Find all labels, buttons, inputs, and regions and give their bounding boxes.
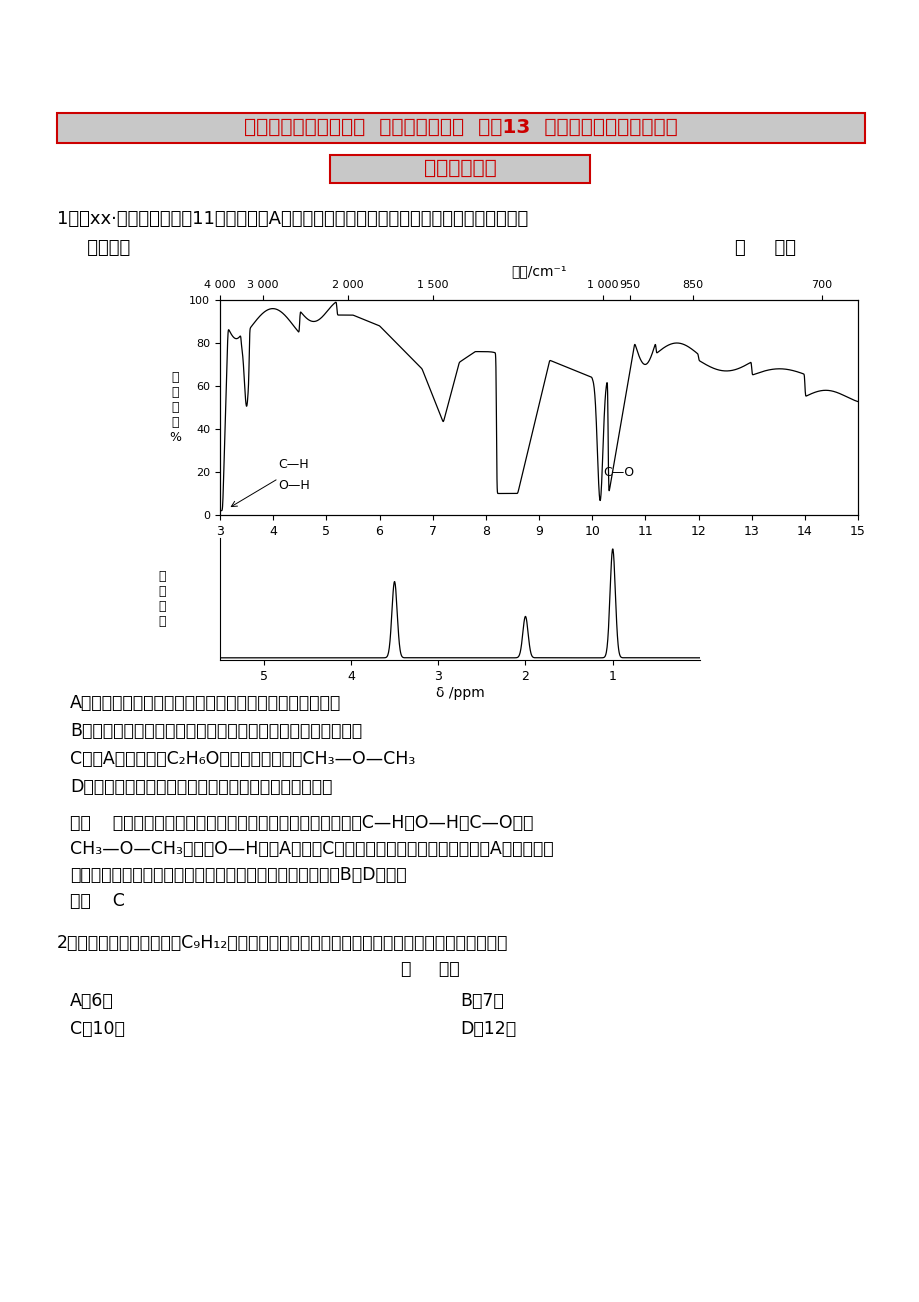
Text: CH₃—O—CH₃中没有O—H，故A正确，C错误；由核磁共振氢谱可知有机物A中有三种不: CH₃—O—CH₃中没有O—H，故A正确，C错误；由核磁共振氢谱可知有机物A中有… [70,840,553,858]
X-axis label: 波数/cm⁻¹: 波数/cm⁻¹ [511,264,566,277]
Text: O—H: O—H [278,479,310,492]
Text: B．由核磁共振氢谱可知，该有机物分子中有三种不同的氢原子: B．由核磁共振氢谱可知，该有机物分子中有三种不同的氢原子 [70,723,362,740]
Text: 1．（xx·广东佛山一模，11）某有机物A的红外光谱和核磁共振氢谱如下图所示，下列说法中: 1．（xx·广东佛山一模，11）某有机物A的红外光谱和核磁共振氢谱如下图所示，下… [57,210,528,228]
Text: A．由红外光谱可知，该有机物中至少有三种不同的化学键: A．由红外光谱可知，该有机物中至少有三种不同的化学键 [70,694,341,712]
Text: （     ）。: （ ）。 [401,960,459,978]
Text: D．仅由其核磁共振氢谱无法得知其分子中的氢原子总数: D．仅由其核磁共振氢谱无法得知其分子中的氢原子总数 [70,779,332,796]
Text: 解析    由红外光谱可知该有机物中至少有三种不同的化学键：C—H、O—H、C—O，而: 解析 由红外光谱可知该有机物中至少有三种不同的化学键：C—H、O—H、C—O，而 [70,814,533,832]
X-axis label: 波长/μm: 波长/μm [516,540,561,555]
Text: C．10种: C．10种 [70,1019,125,1038]
Text: 2．苯环上有两个取代基的C₉H₁₂，其苯环上的一氯代物的同分异构体共有（不考虑立体异构）: 2．苯环上有两个取代基的C₉H₁₂，其苯环上的一氯代物的同分异构体共有（不考虑立… [57,934,508,952]
Text: A．6种: A．6种 [70,992,114,1010]
Text: 同的氢原子且其原子个数比可知，但氢原子总数不知道，故B、D正确。: 同的氢原子且其原子个数比可知，但氢原子总数不知道，故B、D正确。 [70,866,406,884]
Text: C—O: C—O [602,466,633,479]
Text: 错误的是: 错误的是 [70,240,130,256]
Text: 高考化学三轮专题复习  考前体系通关练  题型13  有机物的结构及同分异构: 高考化学三轮专题复习 考前体系通关练 题型13 有机物的结构及同分异构 [244,117,677,137]
Text: B．7种: B．7种 [460,992,504,1010]
Text: 答案    C: 答案 C [70,892,125,910]
Text: C—H: C—H [278,458,309,471]
X-axis label: δ /ppm: δ /ppm [436,685,483,699]
Y-axis label: 透
过
率
／
%: 透 过 率 ／ % [169,371,181,444]
Bar [57,113,864,143]
Bar [330,155,589,184]
Text: D．12种: D．12种 [460,1019,516,1038]
Text: 体数目的判断: 体数目的判断 [423,159,496,177]
Text: （     ）。: （ ）。 [734,240,795,256]
Text: C．若A的化学式为C₂H₆O，则其结构简式为CH₃—O—CH₃: C．若A的化学式为C₂H₆O，则其结构简式为CH₃—O—CH₃ [70,750,414,768]
Y-axis label: 吸
收
强
度: 吸 收 强 度 [158,570,166,628]
